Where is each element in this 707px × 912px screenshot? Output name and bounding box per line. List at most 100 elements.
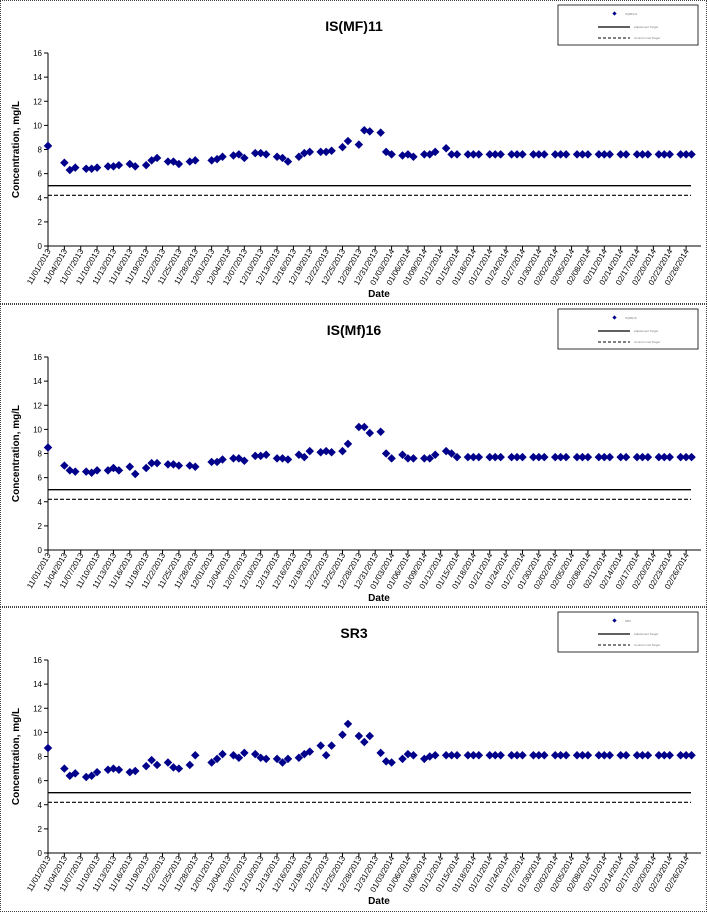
data-point <box>441 144 451 153</box>
data-point <box>169 460 178 469</box>
data-point <box>518 751 527 760</box>
data-point <box>207 457 216 467</box>
data-point <box>409 751 418 760</box>
data-point <box>447 751 456 760</box>
data-point <box>283 455 293 464</box>
legend-label: Adjustment Target <box>634 329 658 333</box>
data-point <box>141 761 151 771</box>
data-point <box>572 452 582 462</box>
data-point <box>474 751 484 760</box>
y-tick-label: 10 <box>33 728 42 737</box>
y-tick-label: 6 <box>38 170 43 179</box>
y-tick-label: 10 <box>33 121 42 130</box>
data-point <box>469 452 478 462</box>
data-point <box>365 731 375 741</box>
data-point <box>485 452 494 462</box>
data-point <box>131 469 140 479</box>
data-point <box>60 461 69 470</box>
data-point <box>71 163 80 172</box>
data-point <box>605 150 614 159</box>
y-tick-label: 0 <box>38 242 43 251</box>
data-point <box>474 452 484 462</box>
data-point <box>621 751 631 760</box>
data-point <box>147 755 156 765</box>
data-point <box>485 150 494 159</box>
data-point <box>256 148 265 158</box>
data-point <box>152 458 162 468</box>
data-point <box>496 751 505 760</box>
data-point <box>600 452 609 462</box>
legend-box <box>557 4 699 46</box>
data-point <box>681 452 691 462</box>
data-point <box>485 751 494 760</box>
data-point <box>430 147 440 157</box>
y-axis-title: Concentration, mg/L <box>11 101 22 198</box>
legend-label: Adjustment Target <box>634 25 658 29</box>
data-point <box>665 452 674 462</box>
legend-box <box>557 308 699 350</box>
data-point <box>518 452 527 462</box>
chart-panel-3: SR3 SR3 Adjustment Target Control Limit Tar… <box>0 607 707 912</box>
data-point <box>463 452 473 462</box>
chart-panel-2: IS(Mf)16 IS(Mf)16 Adjustment Target Control… <box>0 304 707 607</box>
data-point <box>131 766 140 776</box>
data-point <box>469 150 478 159</box>
data-point <box>305 147 315 157</box>
data-point <box>447 449 456 458</box>
y-tick-label: 16 <box>33 49 42 58</box>
data-point <box>638 452 647 462</box>
data-point <box>561 751 571 760</box>
data-point <box>261 754 271 764</box>
y-tick-label: 0 <box>38 849 43 858</box>
data-point <box>174 159 184 169</box>
data-point <box>654 452 664 462</box>
data-point <box>125 462 135 472</box>
data-point <box>152 153 162 163</box>
data-point <box>316 147 325 157</box>
legend-label: IS(MF)11 <box>625 12 638 16</box>
data-point <box>191 156 200 165</box>
data-point <box>278 153 287 163</box>
data-point <box>561 452 571 462</box>
legend-label: IS(Mf)16 <box>625 316 637 320</box>
y-tick-label: 2 <box>38 218 43 227</box>
data-point <box>256 451 265 461</box>
data-point <box>327 146 336 155</box>
data-point <box>490 751 500 760</box>
data-point <box>218 749 227 759</box>
data-point <box>529 452 538 462</box>
data-point <box>185 461 195 470</box>
data-point <box>229 454 238 463</box>
data-point <box>605 452 614 462</box>
y-axis-title: Concentration, mg/L <box>11 405 22 502</box>
y-tick-label: 4 <box>38 194 43 203</box>
data-point <box>376 748 385 758</box>
data-point <box>81 467 91 476</box>
data-point <box>240 153 249 163</box>
data-point <box>365 127 375 136</box>
data-point <box>403 454 413 463</box>
data-point <box>343 136 353 146</box>
data-point <box>240 748 249 758</box>
data-point <box>71 467 80 476</box>
data-point <box>474 150 484 159</box>
data-point <box>191 751 200 760</box>
data-point <box>272 754 282 764</box>
data-point <box>365 428 375 438</box>
y-tick-label: 2 <box>38 522 43 531</box>
data-point <box>114 466 124 475</box>
legend-label: Adjustment Target <box>634 632 658 636</box>
y-tick-label: 10 <box>33 425 42 434</box>
data-point <box>169 763 178 772</box>
data-point <box>452 150 462 159</box>
data-point <box>65 466 75 475</box>
data-point <box>272 152 282 161</box>
y-axis-title: Concentration, mg/L <box>11 708 22 805</box>
data-point <box>300 148 309 158</box>
data-point <box>381 449 391 458</box>
data-point <box>463 150 473 159</box>
data-point <box>490 150 500 159</box>
y-tick-label: 14 <box>33 73 42 82</box>
data-point <box>81 772 91 782</box>
